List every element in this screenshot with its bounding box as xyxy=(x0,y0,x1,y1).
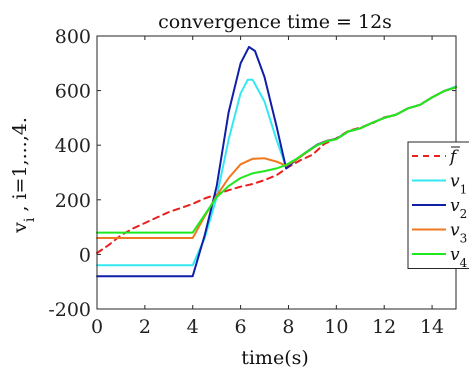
legend-label-v1: v1 xyxy=(450,172,467,197)
x-tick-label: 0 xyxy=(91,316,103,338)
legend-label-v4: v4 xyxy=(450,245,468,270)
y-tick-label: 200 xyxy=(55,190,91,212)
legend-label-v3: v3 xyxy=(450,221,467,246)
series-line-v4 xyxy=(96,86,457,234)
series-layer xyxy=(96,45,457,278)
x-tick-label: 14 xyxy=(420,316,444,338)
y-tick-label: 800 xyxy=(55,26,91,48)
y-tick-label: -200 xyxy=(48,299,91,321)
x-axis-label: time(s) xyxy=(241,347,309,369)
x-tick-label: 10 xyxy=(324,316,348,338)
plot-area xyxy=(97,36,456,309)
x-tick-label: 6 xyxy=(235,316,247,338)
y-tick-label: 0 xyxy=(79,244,91,266)
x-tick-label: 12 xyxy=(372,316,396,338)
legend-label-f: f xyxy=(448,147,459,167)
y-tick-label: 600 xyxy=(55,81,91,103)
plot-background xyxy=(97,36,456,309)
legend-label-v2: v2 xyxy=(450,196,467,221)
x-tick-label: 4 xyxy=(187,316,199,338)
y-axis-label: vi , i=1,...,4. xyxy=(9,117,38,234)
chart-title: convergence time = 12s xyxy=(158,11,392,33)
x-tick-label: 8 xyxy=(282,316,294,338)
x-tick-label: 2 xyxy=(139,316,151,338)
y-tick-label: 400 xyxy=(55,135,91,157)
